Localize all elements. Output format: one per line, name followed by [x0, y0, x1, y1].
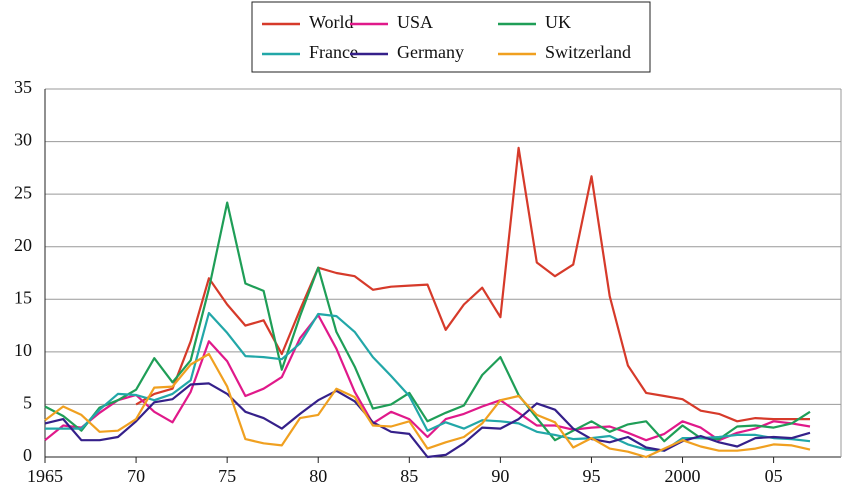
line-1	[44, 314, 811, 442]
legend-label: Germany	[397, 42, 464, 62]
line-5	[44, 352, 811, 459]
line-2	[44, 201, 811, 443]
legend-label: Switzerland	[545, 42, 631, 62]
y-tick-label: 30	[14, 130, 32, 150]
legend-label: World	[309, 12, 354, 32]
x-tick-label: 2000	[665, 466, 701, 486]
x-tick-label: 05	[765, 466, 783, 486]
y-tick-label: 10	[14, 340, 32, 360]
y-tick-label: 20	[14, 235, 32, 255]
legend-label: USA	[397, 12, 433, 32]
x-tick-label: 85	[400, 466, 418, 486]
x-tick-label: 90	[491, 466, 509, 486]
x-tick-label: 75	[218, 466, 236, 486]
y-tick-label: 0	[23, 445, 32, 465]
line-3	[45, 311, 811, 452]
x-tick-label: 70	[127, 466, 145, 486]
legend-box	[251, 1, 651, 73]
legend-label: France	[309, 42, 358, 62]
y-tick-label: 25	[14, 182, 32, 202]
y-tick-label: 35	[14, 77, 32, 97]
line-0	[135, 146, 810, 423]
x-tick-label: 95	[582, 466, 600, 486]
y-tick-label: 5	[23, 393, 32, 413]
x-tick-label: 1965	[27, 466, 63, 486]
x-tick-label: 80	[309, 466, 327, 486]
y-tick-label: 15	[14, 287, 32, 307]
legend-label: UK	[545, 12, 571, 32]
